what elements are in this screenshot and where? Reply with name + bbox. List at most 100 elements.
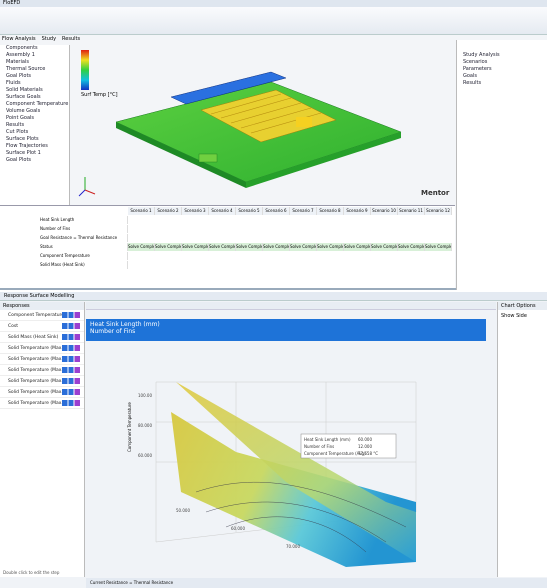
tree-item[interactable]: Assembly 1 bbox=[6, 52, 35, 58]
fins bbox=[210, 93, 322, 134]
tab[interactable]: Results bbox=[62, 36, 81, 42]
component bbox=[198, 153, 218, 163]
status-cell: Solve Complete bbox=[425, 243, 452, 251]
x-tick-label: 50.000 bbox=[176, 508, 190, 513]
status-cell: Solve Complete bbox=[182, 243, 209, 251]
response-icons[interactable] bbox=[62, 323, 80, 329]
response-item[interactable]: Solid Temperature (Max... bbox=[0, 387, 84, 398]
z-ticks: 100.00 80.000 60.000 bbox=[138, 393, 152, 458]
tree-item[interactable]: Solid Materials bbox=[6, 87, 43, 93]
status-cell: Solve Complete bbox=[371, 243, 398, 251]
brand: Mentor bbox=[421, 189, 450, 197]
x-label: Heat Sink Length (mm) bbox=[90, 321, 160, 328]
tooltip-text: 77.658 °C bbox=[358, 451, 378, 456]
status-cell: Solve Complete bbox=[263, 243, 290, 251]
tree-item[interactable]: Materials bbox=[6, 59, 29, 65]
tree-item[interactable]: Components bbox=[6, 45, 38, 51]
status-cell: Solve Complete bbox=[317, 243, 344, 251]
app-title: FloEFD bbox=[3, 0, 21, 6]
cad-window: FloEFD Flow Analysis Study Results Compone… bbox=[0, 0, 547, 290]
response-item[interactable]: Solid Temperature (Max... bbox=[0, 376, 84, 387]
column-header: Scenario 3 bbox=[182, 207, 209, 215]
status-cell: Solve Complete bbox=[344, 243, 371, 251]
heat-sink bbox=[200, 89, 337, 143]
tree-item[interactable]: Point Goals bbox=[6, 115, 34, 121]
response-item[interactable]: Solid Temperature (Max... bbox=[0, 343, 84, 354]
response-item[interactable]: Solid Temperature (Max... bbox=[0, 354, 84, 365]
column-header: Scenario 11 bbox=[398, 207, 425, 215]
row-header: Solid Mass (Heat Sink) bbox=[0, 261, 128, 269]
scenario-table: Scenario 1 Scenario 2 Scenario 3 Scenario 4… bbox=[0, 205, 455, 288]
feature-tree: Components Assembly 1 Materials Thermal Sou… bbox=[0, 45, 70, 205]
column-header: Scenario 4 bbox=[209, 207, 236, 215]
tree-item[interactable]: Surface Goals bbox=[6, 94, 41, 100]
tooltip-text: Number of Fins bbox=[304, 444, 334, 449]
tree-item[interactable]: Cut Plots bbox=[6, 129, 29, 135]
response-icons[interactable] bbox=[62, 312, 80, 318]
response-item[interactable]: Solid Temperature (Max... bbox=[0, 365, 84, 376]
pcb-edge bbox=[246, 132, 401, 188]
x-ticks: 50.000 60.000 70.000 bbox=[176, 508, 300, 549]
tree-item[interactable]: Study Analysis bbox=[463, 52, 500, 58]
tab[interactable]: Flow Analysis bbox=[2, 36, 36, 42]
responses-list: Component Temperature Cost Solid Mass (Hea… bbox=[0, 310, 84, 409]
response-item[interactable]: Solid Mass (Heat Sink) bbox=[0, 332, 84, 343]
response-item[interactable]: Cost bbox=[0, 321, 84, 332]
legend-title: Surf Temp [°C] bbox=[81, 92, 118, 98]
surface-plot: 100.00 80.000 60.000 50.000 60.000 70.000 Co… bbox=[127, 381, 417, 567]
z-label: Component Temperature bbox=[127, 402, 132, 452]
column-header: Scenario 1 bbox=[128, 207, 155, 215]
tree-item[interactable]: Thermal Source bbox=[6, 66, 46, 72]
panel-title: Responses bbox=[0, 302, 84, 310]
status-cell: Solve Complete bbox=[236, 243, 263, 251]
ribbon[interactable] bbox=[0, 7, 547, 35]
tree-item[interactable]: Goal Plots bbox=[6, 157, 32, 163]
footer: Current Resistance = Thermal Resistance bbox=[86, 578, 547, 588]
response-icons[interactable] bbox=[62, 334, 80, 340]
row-header: Component Temperature bbox=[0, 252, 128, 260]
tree-item[interactable]: Flow Trajectories bbox=[6, 143, 48, 149]
tree-item[interactable]: Volume Goals bbox=[6, 108, 41, 114]
row-header: Status bbox=[0, 243, 128, 251]
rsm-window: Response Surface Modelling Responses Com… bbox=[0, 292, 547, 588]
status-cell: Solve Complete bbox=[398, 243, 425, 251]
tabs: Flow Analysis Study Results bbox=[2, 36, 80, 42]
show-side[interactable]: Show Side bbox=[501, 313, 527, 319]
tree-item[interactable]: Results bbox=[463, 80, 482, 86]
status-cell: Solve Complete bbox=[128, 243, 155, 251]
response-item[interactable]: Component Temperature bbox=[0, 310, 84, 321]
title-bar: FloEFD bbox=[0, 0, 547, 7]
tree-item[interactable]: Goal Plots bbox=[6, 73, 32, 79]
tree-item[interactable]: Parameters bbox=[463, 66, 492, 72]
tree-item[interactable]: Results bbox=[6, 122, 25, 128]
x-tick-label: 70.000 bbox=[286, 544, 300, 549]
chart-tabs[interactable] bbox=[86, 302, 496, 310]
tree-item[interactable]: Surface Plots bbox=[6, 136, 39, 142]
column-header: Scenario 2 bbox=[155, 207, 182, 215]
response-icons[interactable] bbox=[62, 345, 80, 351]
surface bbox=[176, 382, 416, 562]
tree-item[interactable]: Fluids bbox=[6, 80, 21, 86]
options-panel: Chart Options Show Side bbox=[497, 302, 547, 577]
side-panel: Study Analysis Scenarios Parameters Goals Re… bbox=[456, 40, 547, 290]
column-header: Scenario 10 bbox=[371, 207, 398, 215]
response-item[interactable]: Solid Temperature (Max... bbox=[0, 398, 84, 409]
rsm-title: Response Surface Modelling bbox=[4, 293, 75, 299]
response-icons[interactable] bbox=[62, 378, 80, 384]
response-icons[interactable] bbox=[62, 356, 80, 362]
response-icons[interactable] bbox=[62, 367, 80, 373]
response-icons[interactable] bbox=[62, 400, 80, 406]
tree-item[interactable]: Component Temperature bbox=[6, 101, 69, 107]
viewport: Surf Temp [°C] Mentor bbox=[78, 50, 450, 197]
status-cell: Solve Complete bbox=[155, 243, 182, 251]
row-header: Goal Resistance = Thermal Resistance bbox=[0, 234, 128, 242]
column-header: Scenario 5 bbox=[236, 207, 263, 215]
tree-item[interactable]: Scenarios bbox=[463, 59, 488, 65]
tab[interactable]: Study bbox=[41, 36, 57, 42]
tree-item[interactable]: Goals bbox=[463, 73, 477, 79]
pcb-edge bbox=[116, 122, 246, 188]
surface bbox=[171, 412, 416, 567]
response-icons[interactable] bbox=[62, 389, 80, 395]
tree-item[interactable]: Surface Plot 1 bbox=[6, 150, 41, 156]
